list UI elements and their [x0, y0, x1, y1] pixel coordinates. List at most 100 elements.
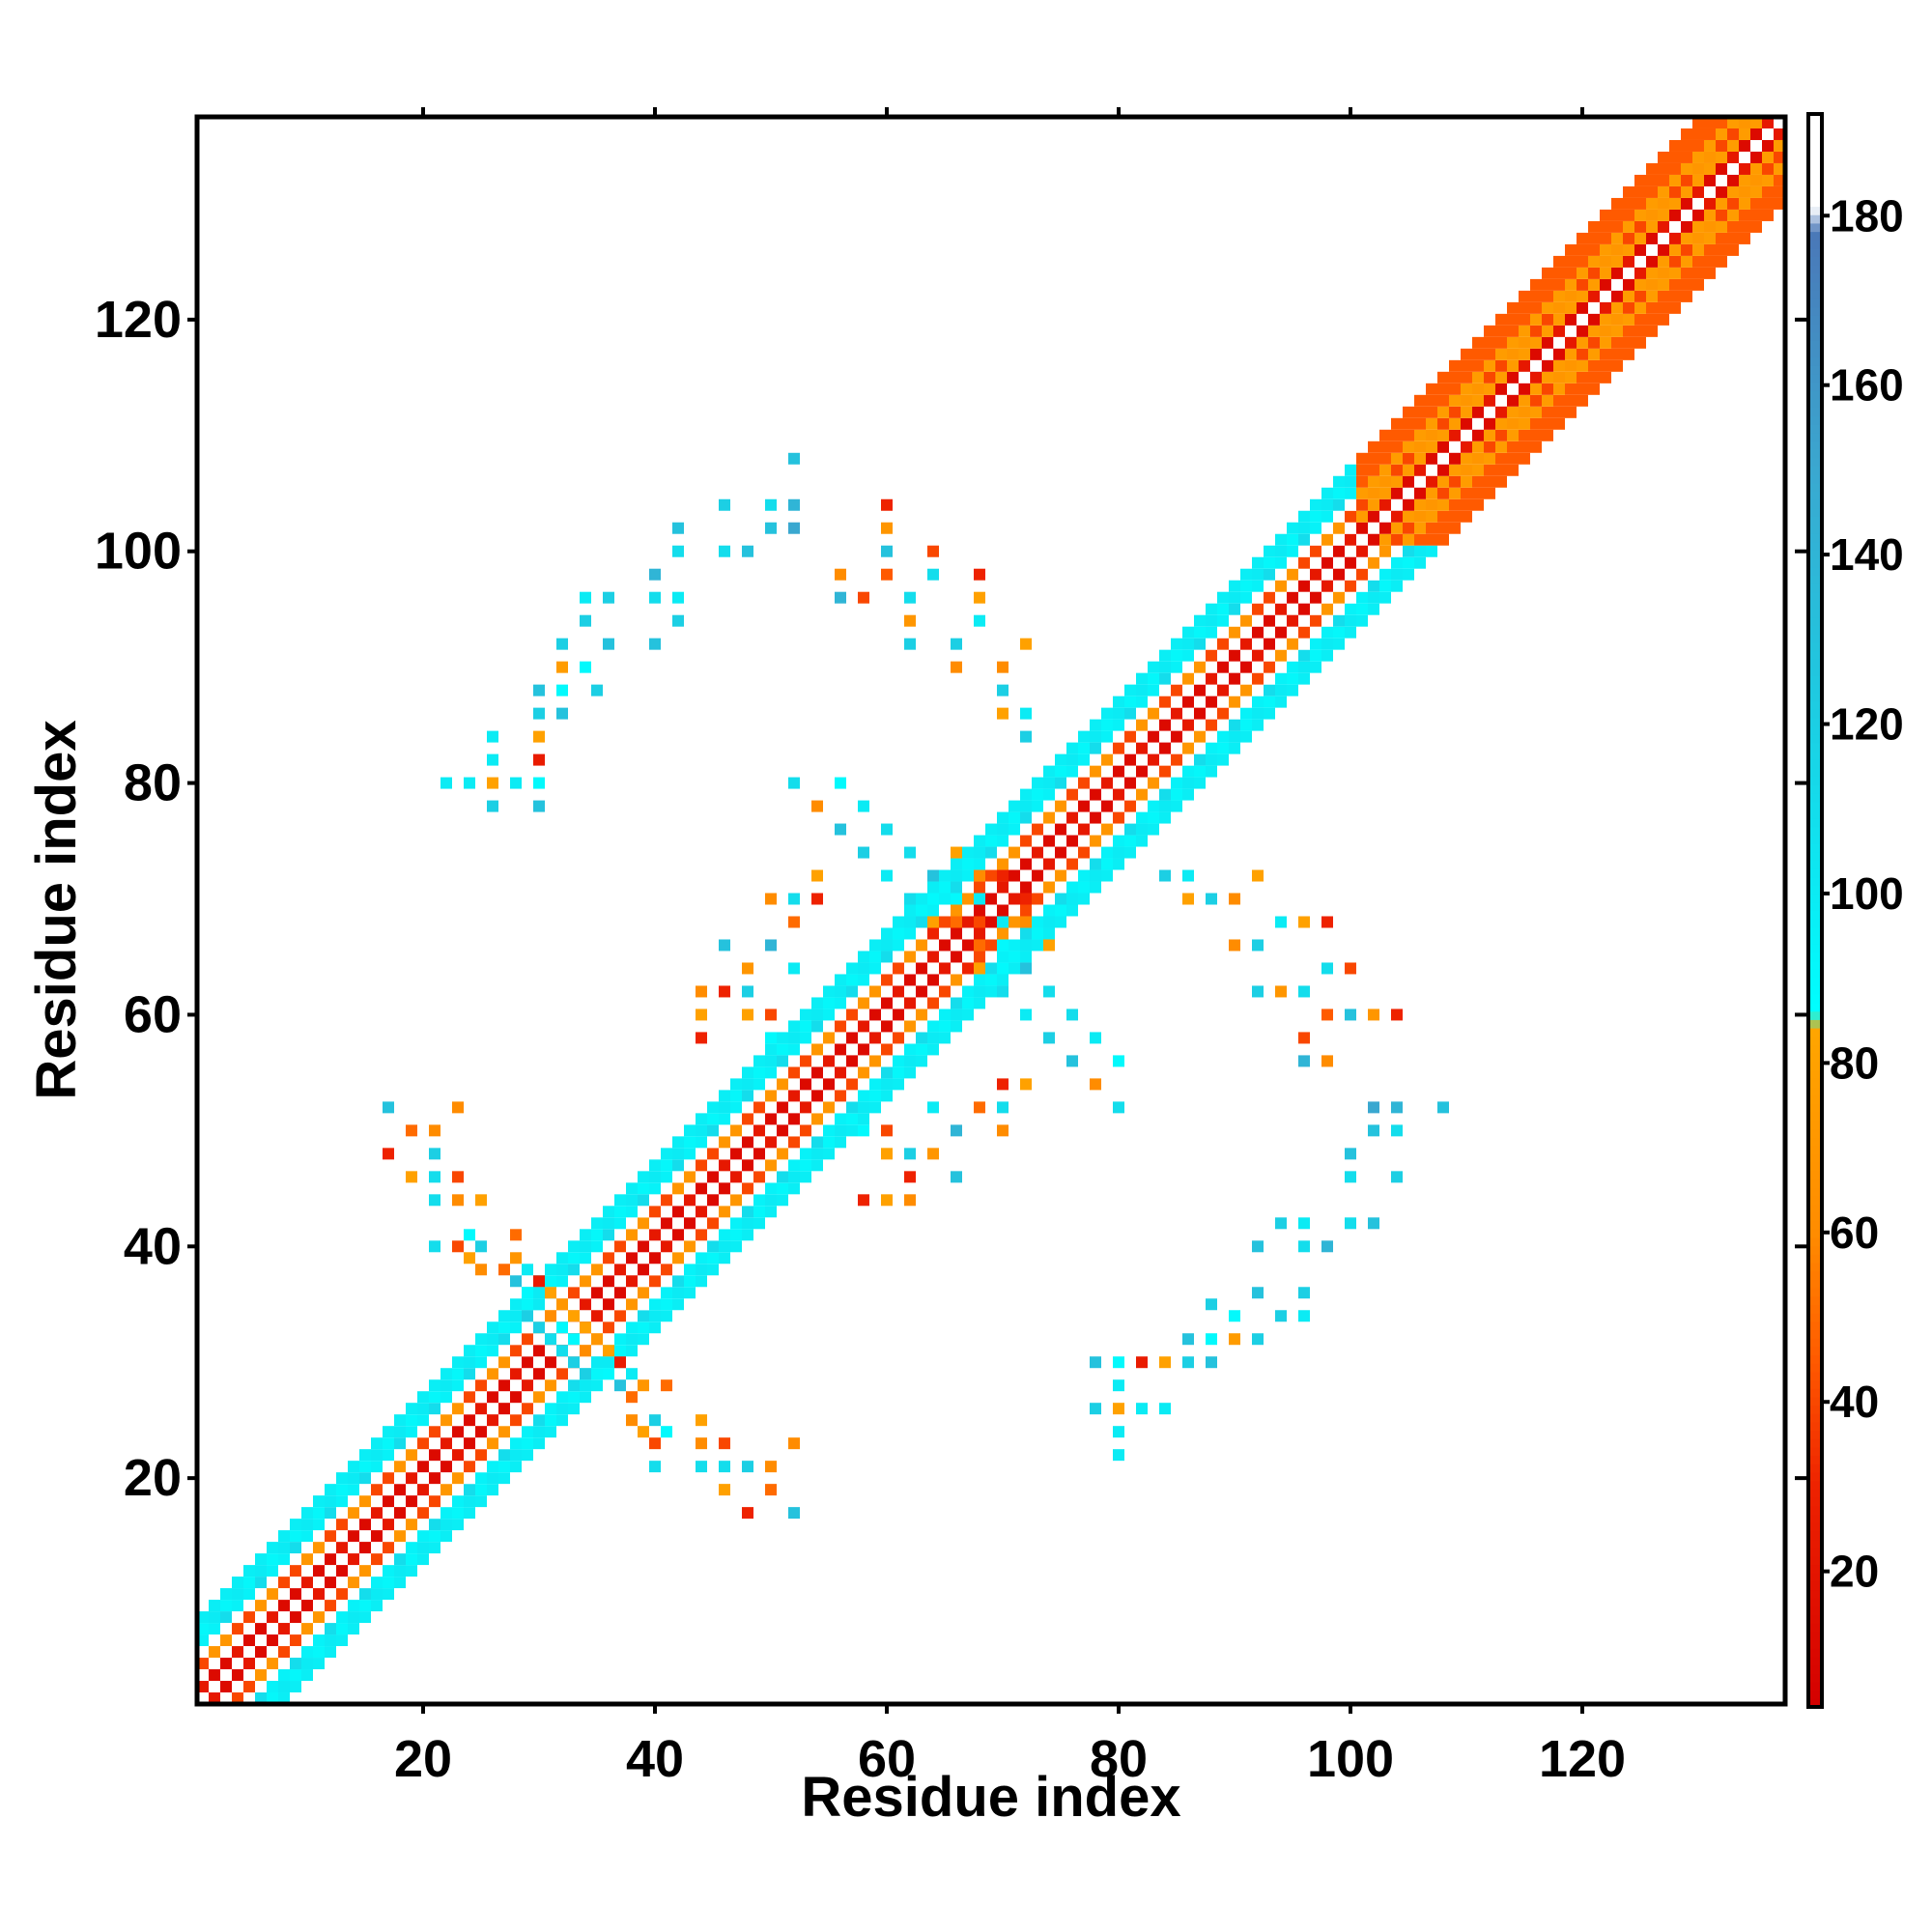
heatmap-cell — [301, 1623, 313, 1635]
heatmap-cell — [267, 1588, 278, 1601]
heatmap-cell — [487, 1437, 498, 1450]
heatmap-cell — [719, 1240, 730, 1253]
heatmap-cell — [1298, 522, 1310, 534]
heatmap-cell — [649, 1287, 661, 1299]
heatmap-cell — [1182, 742, 1194, 754]
colorbar-segment — [1808, 139, 1822, 149]
heatmap-cell — [1264, 638, 1275, 650]
heatmap-cell — [1252, 556, 1264, 569]
heatmap-cell — [1727, 174, 1739, 186]
heatmap-cell — [243, 1577, 255, 1589]
heatmap-cell — [1206, 661, 1217, 673]
heatmap-cell — [1484, 394, 1495, 407]
heatmap-cell — [1565, 313, 1577, 326]
heatmap-cell — [1368, 1124, 1379, 1137]
heatmap-cell — [904, 927, 916, 940]
heatmap-cell — [1437, 417, 1449, 430]
heatmap-cell — [1681, 151, 1692, 163]
heatmap-cell — [1171, 788, 1182, 801]
heatmap-cell — [1182, 661, 1194, 673]
heatmap-cell — [1043, 985, 1055, 998]
heatmap-cell — [580, 1391, 591, 1404]
heatmap-cell — [835, 974, 846, 986]
heatmap-cell — [1136, 684, 1148, 696]
heatmap-cell — [1519, 336, 1530, 349]
heatmap-cell — [1310, 591, 1321, 604]
heatmap-cell — [255, 1646, 267, 1659]
heatmap-cell — [603, 1345, 614, 1357]
heatmap-cell — [533, 777, 545, 789]
heatmap-cell — [429, 1519, 440, 1531]
heatmap-cell — [742, 1078, 753, 1091]
colorbar-segment — [1808, 616, 1822, 627]
heatmap-cell — [1043, 777, 1055, 789]
heatmap-cell — [893, 951, 904, 963]
heatmap-cell — [1229, 719, 1240, 731]
colorbar-segment — [1808, 801, 1822, 810]
heatmap-cell — [904, 591, 916, 604]
heatmap-cell — [730, 1078, 742, 1091]
heatmap-cell — [290, 1646, 301, 1659]
heatmap-cell — [1321, 962, 1333, 975]
heatmap-cell — [290, 1577, 301, 1589]
heatmap-cell — [811, 1124, 823, 1137]
heatmap-cell — [696, 1171, 707, 1183]
heatmap-cell — [638, 1229, 649, 1241]
heatmap-cell — [800, 1032, 811, 1044]
colorbar-segment — [1808, 298, 1822, 308]
heatmap-cell — [985, 939, 997, 952]
heatmap-cell — [1252, 672, 1264, 685]
heatmap-cell — [1403, 452, 1414, 465]
heatmap-cell — [1298, 510, 1310, 523]
heatmap-cell — [1507, 325, 1519, 337]
heatmap-cell — [545, 1264, 556, 1276]
heatmap-cell — [626, 1333, 638, 1346]
heatmap-cell — [487, 730, 498, 743]
heatmap-cell — [1391, 1124, 1403, 1137]
heatmap-cell — [1298, 638, 1310, 650]
heatmap-cell — [464, 1345, 475, 1357]
heatmap-cell — [1414, 522, 1426, 534]
heatmap-cell — [916, 1055, 927, 1067]
heatmap-cell — [1345, 487, 1356, 499]
heatmap-cell — [1066, 811, 1078, 824]
heatmap-cell — [1634, 243, 1646, 256]
heatmap-cell — [1449, 417, 1461, 430]
heatmap-cell — [313, 1530, 325, 1543]
heatmap-cell — [1124, 788, 1136, 801]
heatmap-cell — [672, 1298, 684, 1311]
heatmap-cell — [707, 1148, 719, 1160]
colorbar-segment — [1808, 1329, 1822, 1339]
heatmap-cell — [290, 1565, 301, 1577]
heatmap-cell — [1298, 580, 1310, 592]
heatmap-cell — [278, 1588, 290, 1601]
heatmap-cell — [753, 1113, 765, 1125]
heatmap-cell — [1113, 719, 1124, 731]
heatmap-cell — [1194, 661, 1206, 673]
heatmap-cell — [1217, 730, 1229, 743]
heatmap-cell — [811, 1032, 823, 1044]
heatmap-cell — [1403, 498, 1414, 511]
colorbar-segment — [1808, 407, 1822, 417]
heatmap-cell — [1356, 510, 1368, 523]
heatmap-cell — [209, 1600, 220, 1612]
heatmap-cell — [893, 916, 904, 928]
heatmap-cell — [325, 1588, 336, 1601]
heatmap-cell — [1507, 452, 1519, 465]
heatmap-cell — [1449, 394, 1461, 407]
heatmap-cell — [568, 1240, 580, 1253]
heatmap-cell — [1055, 881, 1066, 894]
heatmap-cell — [835, 568, 846, 581]
heatmap-cell — [742, 1171, 753, 1183]
heatmap-cell — [951, 974, 962, 986]
heatmap-cell — [626, 1252, 638, 1264]
heatmap-cell — [1692, 128, 1704, 140]
heatmap-cell — [835, 1136, 846, 1149]
heatmap-cell — [869, 1055, 881, 1067]
heatmap-cell — [1066, 869, 1078, 882]
heatmap-cell — [510, 1298, 522, 1311]
heatmap-cell — [1750, 197, 1762, 210]
heatmap-cell — [1623, 301, 1634, 314]
y-tick-label: 120 — [95, 291, 182, 349]
heatmap-cell — [1078, 858, 1090, 870]
